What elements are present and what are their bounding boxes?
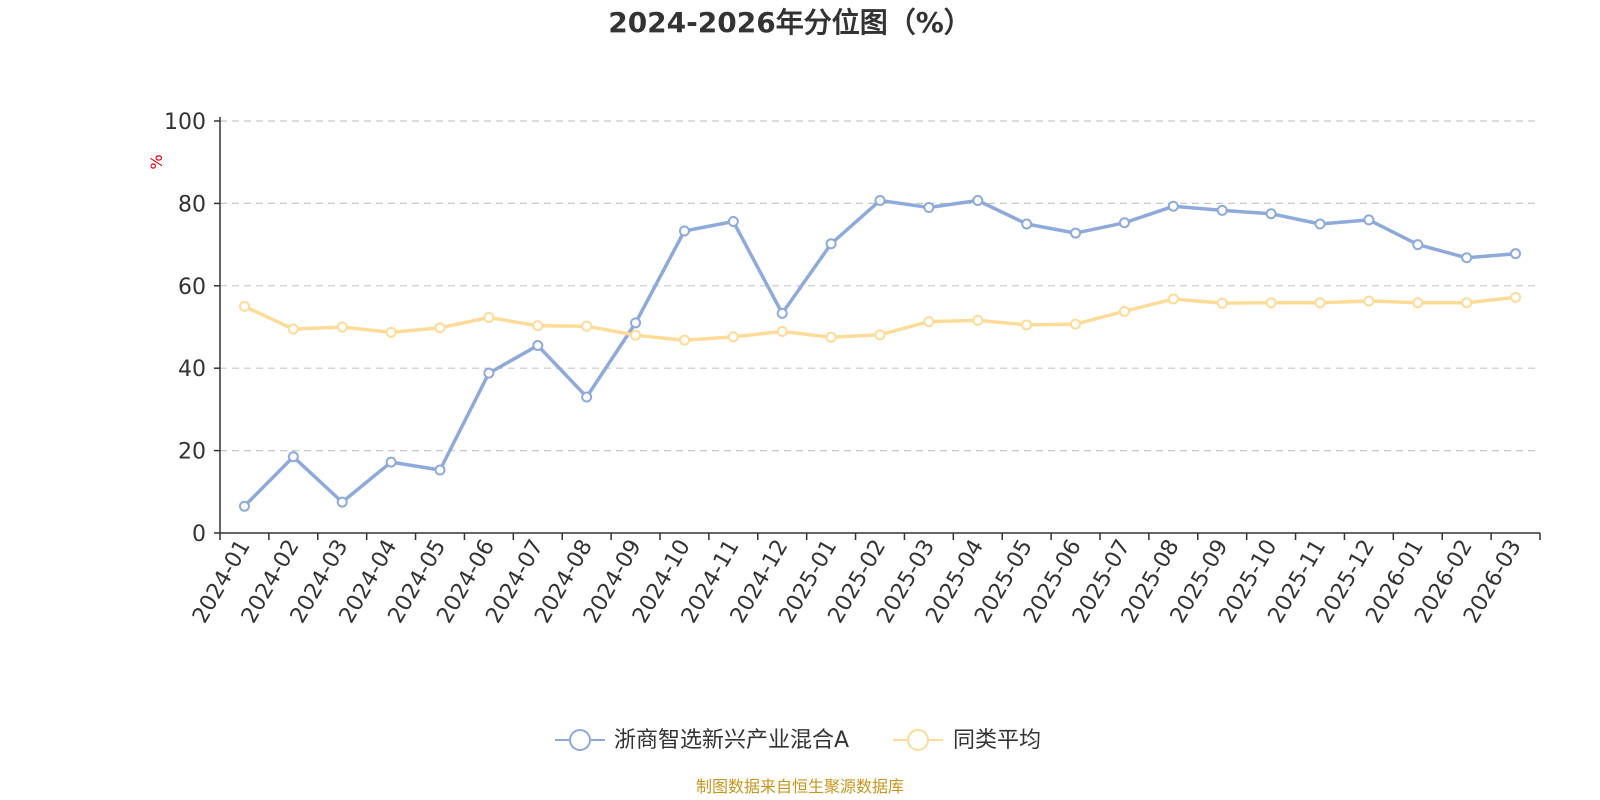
series-1-point-2025-01 (825, 331, 837, 343)
y-tick-label-100: 100 (164, 110, 206, 135)
series-0-point-2025-06 (1070, 227, 1082, 239)
series-0-point-2024-06 (483, 367, 495, 379)
y-tick-label-60: 60 (178, 275, 206, 300)
series-1-point-2025-06 (1070, 318, 1082, 330)
series-1-point-2024-02 (287, 323, 299, 335)
series-1-point-2024-05 (434, 322, 446, 334)
series-1-point-2025-04 (972, 314, 984, 326)
series-0-point-2026-02 (1461, 252, 1473, 264)
series-1-point-2026-03 (1510, 291, 1522, 303)
series-0-point-2025-03 (923, 202, 935, 214)
series-0-point-2025-11 (1314, 218, 1326, 230)
y-axis-unit-label: % (147, 154, 166, 169)
series-0-point-2025-01 (825, 238, 837, 250)
series-0-point-2024-01 (238, 500, 250, 512)
series-1-point-2025-03 (923, 316, 935, 328)
data-source-note: 制图数据来自恒生聚源数据库 (696, 777, 904, 796)
series-1-point-2024-03 (336, 321, 348, 333)
y-axis-ticks: 0 20 40 60 80 100 (164, 110, 220, 547)
series-0-point-2024-04 (385, 456, 397, 468)
series-1-point-2024-01 (238, 300, 250, 312)
series-1-point-2025-12 (1363, 295, 1375, 307)
series-layer (238, 195, 1522, 512)
series-0-point-2025-09 (1216, 204, 1228, 216)
series-0-point-2024-09 (630, 317, 642, 329)
series-1-point-2024-09 (630, 329, 642, 341)
series-0-point-2024-02 (287, 451, 299, 463)
y-tick-label-0: 0 (192, 522, 206, 547)
series-1-point-2024-12 (776, 326, 788, 338)
series-0 (238, 195, 1522, 512)
y-tick-label-20: 20 (178, 440, 206, 465)
series-1-point-2024-06 (483, 312, 495, 324)
series-1-point-2024-04 (385, 326, 397, 338)
series-0-point-2025-10 (1265, 208, 1277, 220)
y-tick-label-40: 40 (178, 357, 206, 382)
series-0-point-2024-03 (336, 496, 348, 508)
legend-item-peer-average[interactable]: 同类平均 (893, 728, 1041, 753)
grid-lines (220, 120, 1540, 452)
series-0-point-2024-11 (727, 216, 739, 228)
series-1-point-2025-02 (874, 329, 886, 341)
x-axis-ticks: 2024-012024-022024-032024-042024-052024-… (188, 533, 1541, 628)
legend-fund-label: 浙商智选新兴产业混合A (614, 728, 849, 753)
axes (219, 117, 1540, 534)
series-0-point-2025-05 (1021, 218, 1033, 230)
series-1-point-2025-11 (1314, 297, 1326, 309)
series-0-point-2026-01 (1412, 239, 1424, 251)
series-1-point-2026-01 (1412, 297, 1424, 309)
series-1-point-2024-10 (678, 334, 690, 346)
legend-peer-average-marker (907, 729, 929, 751)
series-0-point-2024-08 (581, 391, 593, 403)
series-1-point-2024-08 (581, 320, 593, 332)
series-1-point-2024-11 (727, 331, 739, 343)
legend-fund-marker (569, 729, 591, 751)
series-0-point-2024-12 (776, 307, 788, 319)
series-0-point-2025-08 (1167, 200, 1179, 212)
series-1-point-2025-09 (1216, 297, 1228, 309)
series-0-point-2025-07 (1118, 217, 1130, 229)
series-0-point-2024-07 (532, 340, 544, 352)
series-1-point-2026-02 (1461, 297, 1473, 309)
series-0-point-2025-02 (874, 195, 886, 207)
legend-item-fund[interactable]: 浙商智选新兴产业混合A (555, 728, 849, 753)
series-0-point-2025-04 (972, 195, 984, 207)
series-1 (238, 291, 1522, 346)
series-0-line (243, 198, 1516, 508)
series-0-point-2025-12 (1363, 214, 1375, 226)
series-1-point-2025-08 (1167, 293, 1179, 305)
series-1-point-2024-07 (532, 320, 544, 332)
legend: 浙商智选新兴产业混合A 同类平均 (555, 728, 1041, 753)
series-1-point-2025-05 (1021, 319, 1033, 331)
series-1-point-2025-10 (1265, 297, 1277, 309)
series-1-point-2025-07 (1118, 305, 1130, 317)
y-tick-label-80: 80 (178, 192, 206, 217)
legend-peer-average-label: 同类平均 (953, 728, 1041, 753)
chart-title: 2024-2026年分位图（%） (608, 6, 972, 39)
series-0-point-2024-05 (434, 464, 446, 476)
series-0-point-2026-03 (1510, 248, 1522, 260)
series-0-point-2024-10 (678, 225, 690, 237)
